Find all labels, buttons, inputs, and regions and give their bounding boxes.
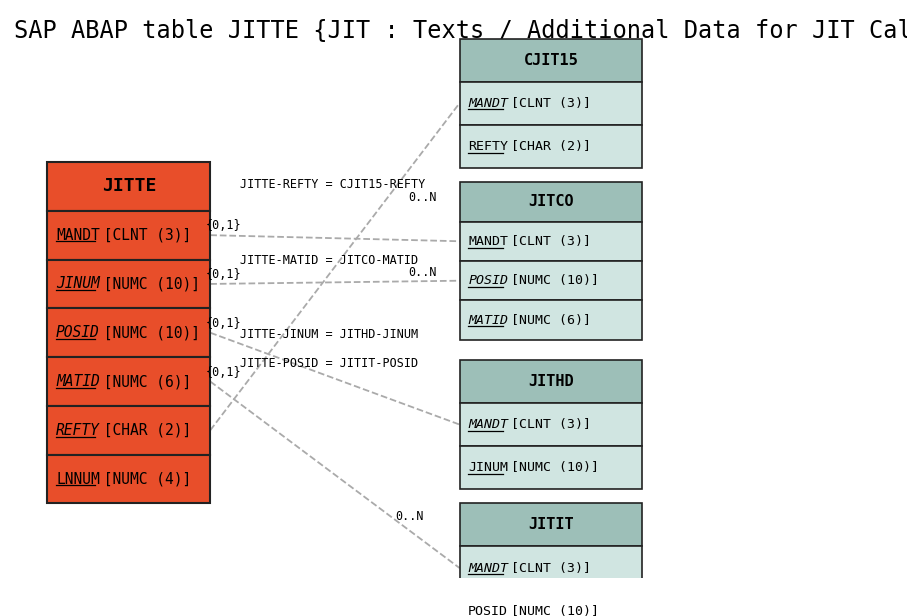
Text: [CLNT (3)]: [CLNT (3)]: [95, 228, 191, 243]
FancyBboxPatch shape: [460, 39, 642, 82]
Text: MATID: MATID: [468, 314, 508, 326]
FancyBboxPatch shape: [47, 162, 210, 211]
Text: POSID: POSID: [468, 604, 508, 616]
FancyBboxPatch shape: [47, 309, 210, 357]
FancyBboxPatch shape: [47, 406, 210, 455]
Text: [NUMC (10)]: [NUMC (10)]: [503, 461, 600, 474]
Text: JITHD: JITHD: [528, 374, 574, 389]
FancyBboxPatch shape: [460, 182, 642, 222]
Text: SAP ABAP table JITTE {JIT : Texts / Additional Data for JIT Call}: SAP ABAP table JITTE {JIT : Texts / Addi…: [15, 18, 907, 43]
Text: CJIT15: CJIT15: [523, 52, 579, 68]
FancyBboxPatch shape: [460, 82, 642, 124]
Text: MANDT: MANDT: [468, 97, 508, 110]
Text: [NUMC (10)]: [NUMC (10)]: [95, 277, 200, 291]
Text: [CLNT (3)]: [CLNT (3)]: [503, 97, 591, 110]
Text: JITTE-JINUM = JITHD-JINUM: JITTE-JINUM = JITHD-JINUM: [240, 328, 418, 341]
FancyBboxPatch shape: [460, 503, 642, 546]
Text: JITTE-MATID = JITCO-MATID: JITTE-MATID = JITCO-MATID: [240, 254, 418, 267]
Text: {0,1}: {0,1}: [206, 268, 241, 281]
FancyBboxPatch shape: [460, 546, 642, 590]
FancyBboxPatch shape: [460, 124, 642, 168]
Text: [NUMC (6)]: [NUMC (6)]: [95, 374, 191, 389]
Text: {0,1}: {0,1}: [206, 366, 241, 379]
Text: [CHAR (2)]: [CHAR (2)]: [95, 423, 191, 438]
Text: JITCO: JITCO: [528, 194, 574, 209]
FancyBboxPatch shape: [47, 357, 210, 406]
Text: REFTY: REFTY: [56, 423, 100, 438]
Text: [CHAR (2)]: [CHAR (2)]: [503, 140, 591, 153]
FancyBboxPatch shape: [460, 360, 642, 403]
Text: 0..N: 0..N: [408, 266, 437, 279]
FancyBboxPatch shape: [460, 222, 642, 261]
Text: {0,1}: {0,1}: [206, 317, 241, 330]
FancyBboxPatch shape: [460, 301, 642, 340]
Text: POSID: POSID: [468, 274, 508, 287]
FancyBboxPatch shape: [460, 403, 642, 446]
Text: REFTY: REFTY: [468, 140, 508, 153]
Text: MANDT: MANDT: [468, 562, 508, 575]
Text: 0..N: 0..N: [395, 509, 424, 522]
Text: [NUMC (4)]: [NUMC (4)]: [95, 472, 191, 487]
Text: [CLNT (3)]: [CLNT (3)]: [503, 235, 591, 248]
Text: 0..N: 0..N: [408, 191, 437, 204]
Text: LNNUM: LNNUM: [56, 472, 100, 487]
Text: {0,1}: {0,1}: [206, 219, 241, 232]
Text: JINUM: JINUM: [56, 277, 100, 291]
Text: [NUMC (6)]: [NUMC (6)]: [503, 314, 591, 326]
FancyBboxPatch shape: [460, 446, 642, 489]
Text: [NUMC (10)]: [NUMC (10)]: [503, 604, 600, 616]
FancyBboxPatch shape: [47, 211, 210, 259]
Text: JITIT: JITIT: [528, 517, 574, 532]
FancyBboxPatch shape: [460, 261, 642, 301]
Text: [NUMC (10)]: [NUMC (10)]: [503, 274, 600, 287]
Text: JITTE-POSID = JITIT-POSID: JITTE-POSID = JITIT-POSID: [240, 357, 418, 370]
Text: JITTE: JITTE: [102, 177, 156, 195]
Text: [NUMC (10)]: [NUMC (10)]: [95, 325, 200, 340]
Text: POSID: POSID: [56, 325, 100, 340]
FancyBboxPatch shape: [47, 455, 210, 503]
Text: MANDT: MANDT: [56, 228, 100, 243]
Text: MANDT: MANDT: [468, 418, 508, 431]
Text: MANDT: MANDT: [468, 235, 508, 248]
Text: MATID: MATID: [56, 374, 100, 389]
Text: [CLNT (3)]: [CLNT (3)]: [503, 418, 591, 431]
Text: [CLNT (3)]: [CLNT (3)]: [503, 562, 591, 575]
FancyBboxPatch shape: [460, 590, 642, 616]
FancyBboxPatch shape: [47, 259, 210, 309]
Text: JINUM: JINUM: [468, 461, 508, 474]
Text: JITTE-REFTY = CJIT15-REFTY: JITTE-REFTY = CJIT15-REFTY: [240, 179, 425, 192]
